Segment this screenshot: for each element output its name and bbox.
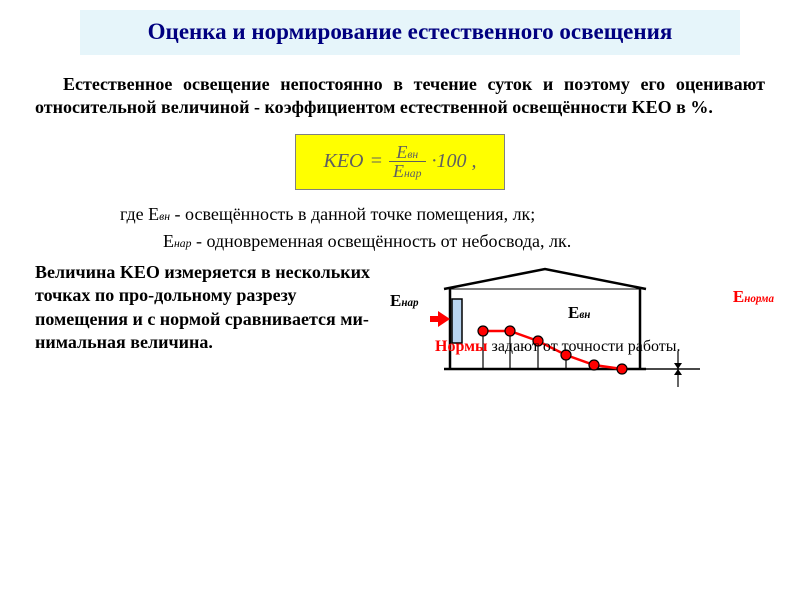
- lower-row: Величина KEO измеряется в нескольких точ…: [35, 261, 782, 355]
- numerator: Eвн: [389, 143, 426, 163]
- title-box: Оценка и нормирование естественного осве…: [80, 10, 740, 55]
- formula-box: KEO = Eвн Eнар ·100 ,: [295, 134, 505, 191]
- equals: =: [370, 150, 384, 173]
- formula-lhs: KEO: [324, 150, 364, 173]
- where-line-2: Eнар - одновременная освещённость от неб…: [163, 229, 765, 253]
- formula: KEO = Eвн Eнар ·100 ,: [324, 143, 477, 182]
- keo-diagram: [430, 261, 750, 389]
- formula-mult: ·100 ,: [432, 150, 477, 173]
- denominator: Eнар: [389, 162, 426, 181]
- intro-text: Естественное освещение непостоянно в теч…: [35, 73, 765, 120]
- fraction: Eвн Eнар: [389, 143, 426, 182]
- where-line-1: где Eвн - освещённость в данной точке по…: [120, 202, 765, 226]
- enar-label: Eнар: [390, 291, 419, 311]
- page-title: Оценка и нормирование естественного осве…: [90, 18, 730, 47]
- diagram-area: Eнар Eвн Eнорма Нормы задают от точности…: [390, 261, 782, 355]
- lower-paragraph: Величина KEO измеряется в нескольких точ…: [35, 261, 380, 355]
- diagram-caption: Нормы задают от точности работы.: [435, 338, 680, 356]
